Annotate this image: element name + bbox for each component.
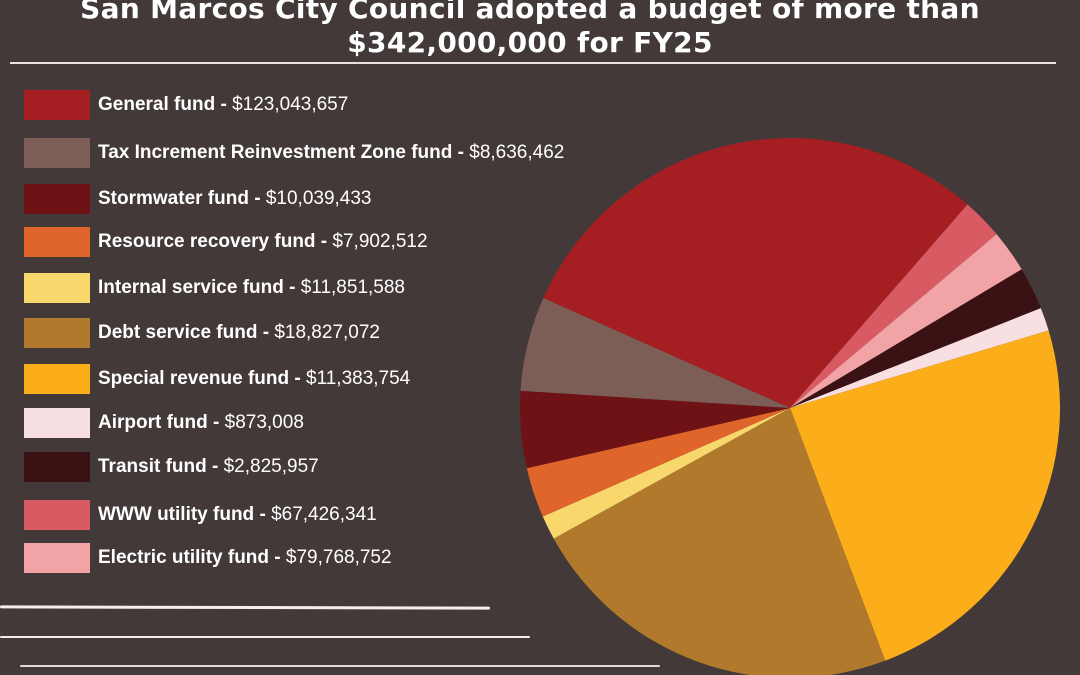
- legend-swatch: [24, 90, 90, 120]
- legend-swatch: [24, 227, 90, 257]
- legend-item: Airport fund - $873,008: [24, 408, 704, 438]
- legend-label: Electric utility fund - $79,768,752: [98, 546, 392, 570]
- legend-swatch: [24, 138, 90, 168]
- legend-item: Transit fund - $2,825,957: [24, 452, 704, 482]
- pie-slice: [519, 390, 790, 469]
- pie-slice: [790, 269, 1041, 408]
- legend-label: WWW utility fund - $67,426,341: [98, 503, 377, 527]
- legend-amount: $18,827,072: [274, 322, 380, 343]
- legend-label: Debt service fund - $18,827,072: [98, 321, 380, 345]
- legend-amount: $79,768,752: [285, 547, 392, 568]
- title-line-2: $342,000,000 for FY25: [347, 26, 713, 59]
- legend-label: Airport fund - $873,008: [98, 411, 304, 435]
- legend-fund-name: General fund -: [98, 94, 233, 115]
- legend-amount: $10,039,433: [265, 188, 372, 209]
- legend-swatch: [24, 318, 90, 348]
- legend-item: Tax Increment Reinvestment Zone fund - $…: [24, 138, 704, 168]
- legend-swatch: [24, 452, 90, 482]
- legend-swatch: [24, 364, 90, 394]
- pie-slice: [553, 408, 886, 675]
- legend-amount: $11,851,588: [300, 277, 405, 298]
- legend: General fund - $123,043,657 Tax Increment…: [24, 90, 704, 580]
- title-line-1: San Marcos City Council adopted a budget…: [80, 0, 980, 25]
- legend-item: Electric utility fund - $79,768,752: [24, 543, 704, 573]
- legend-label: Tax Increment Reinvestment Zone fund - $…: [98, 141, 564, 165]
- legend-amount: $8,636,462: [469, 142, 565, 163]
- pie-slice: [520, 298, 790, 408]
- decorative-streak-2: [0, 636, 530, 638]
- pie-slice: [526, 408, 790, 517]
- legend-fund-name: Electric utility fund -: [98, 547, 286, 568]
- legend-amount: $7,902,512: [332, 231, 428, 252]
- legend-fund-name: Resource recovery fund -: [98, 231, 333, 252]
- legend-label: Transit fund - $2,825,957: [98, 455, 319, 479]
- pie-slice: [790, 308, 1049, 408]
- legend-item: Internal service fund - $11,851,588: [24, 273, 704, 303]
- legend-fund-name: Special revenue fund -: [98, 368, 306, 389]
- legend-item: Special revenue fund - $11,383,754: [24, 364, 704, 394]
- title-divider: [10, 62, 1056, 64]
- pie-slice: [542, 408, 790, 539]
- legend-label: Special revenue fund - $11,383,754: [98, 367, 410, 391]
- legend-item: WWW utility fund - $67,426,341: [24, 500, 704, 530]
- pie-slice: [790, 330, 1061, 661]
- legend-fund-name: Transit fund -: [98, 456, 224, 477]
- legend-fund-name: Internal service fund -: [98, 277, 301, 298]
- decorative-streak-3: [20, 665, 660, 667]
- legend-amount: $2,825,957: [223, 456, 319, 477]
- legend-fund-name: Tax Increment Reinvestment Zone fund -: [98, 142, 470, 163]
- legend-fund-name: Stormwater fund -: [98, 188, 266, 209]
- legend-item: Stormwater fund - $10,039,433: [24, 184, 704, 214]
- legend-amount: $67,426,341: [271, 504, 377, 525]
- pie-slice: [543, 138, 968, 408]
- legend-fund-name: Debt service fund -: [98, 322, 275, 343]
- legend-label: Internal service fund - $11,851,588: [98, 276, 405, 300]
- legend-swatch: [24, 543, 90, 573]
- legend-label: General fund - $123,043,657: [98, 93, 348, 117]
- legend-swatch: [24, 500, 90, 530]
- legend-item: Resource recovery fund - $7,902,512: [24, 227, 704, 257]
- legend-amount: $873,008: [224, 412, 304, 433]
- legend-item: General fund - $123,043,657: [24, 90, 704, 120]
- legend-fund-name: WWW utility fund -: [98, 504, 272, 525]
- legend-label: Stormwater fund - $10,039,433: [98, 187, 372, 211]
- legend-swatch: [24, 408, 90, 438]
- legend-swatch: [24, 184, 90, 214]
- legend-item: Debt service fund - $18,827,072: [24, 318, 704, 348]
- legend-amount: $123,043,657: [232, 94, 349, 115]
- legend-label: Resource recovery fund - $7,902,512: [98, 230, 428, 254]
- legend-fund-name: Airport fund -: [98, 412, 225, 433]
- legend-amount: $11,383,754: [306, 368, 411, 389]
- chart-title: San Marcos City Council adopted a budget…: [0, 0, 1060, 60]
- pie-slice: [790, 234, 1022, 408]
- legend-swatch: [24, 273, 90, 303]
- pie-slice: [790, 204, 997, 408]
